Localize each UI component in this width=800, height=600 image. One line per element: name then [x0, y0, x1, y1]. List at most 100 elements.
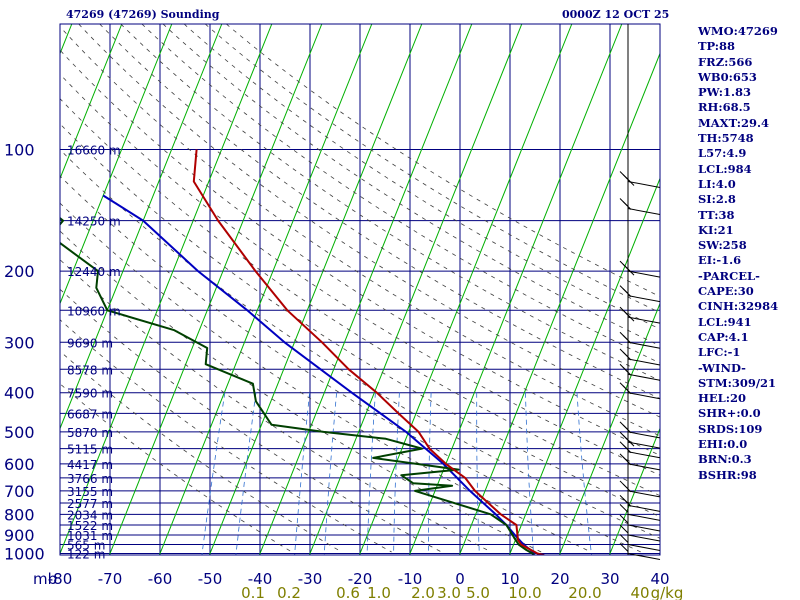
temperature-tick-label: -60	[148, 570, 173, 588]
index-item: MAXT:29.4	[698, 115, 769, 130]
wind-barb	[619, 306, 661, 324]
height-label: 8578 m	[67, 363, 113, 377]
index-item: SHR+:0.0	[698, 406, 761, 421]
mixing-ratio-line	[201, 392, 226, 555]
dry-adiabat	[60, 73, 660, 476]
index-item: FRZ:566	[698, 54, 753, 69]
height-label: 7590 m	[67, 387, 113, 401]
isotherm-line	[60, 24, 273, 555]
plot-border	[59, 23, 661, 556]
mixing-ratio-line	[576, 392, 592, 555]
pressure-tick-label: 700	[4, 482, 35, 501]
isotherm-line	[0, 24, 22, 555]
index-item: BSHR:98	[698, 467, 757, 482]
mixing-ratio-line	[366, 392, 376, 555]
pressure-tick-label: 100	[4, 141, 35, 160]
mixing-ratio-label: 0.6	[336, 584, 360, 600]
mixing-ratio-line	[294, 392, 310, 555]
dry-adiabat	[60, 288, 442, 553]
height-label: 12440 m	[67, 265, 121, 279]
height-label: 16660 m	[67, 144, 121, 158]
index-item: TP:88	[698, 39, 736, 54]
dry-adiabat	[99, 24, 660, 400]
pressure-tick-label: 600	[4, 455, 35, 474]
dry-adiabat	[60, 175, 642, 553]
height-label: 5870 m	[67, 426, 113, 440]
dry-adiabat	[78, 24, 660, 418]
isotherm-line	[158, 24, 373, 555]
mixing-ratio-label: 3.0	[437, 584, 461, 600]
temperature-tick-label: 30	[600, 570, 619, 588]
temperature-tick-label: -50	[198, 570, 223, 588]
height-label: 3155 m	[67, 485, 113, 499]
pressure-tick-label: 1000	[4, 545, 45, 564]
dry-adiabat	[60, 383, 293, 553]
dry-adiabat	[60, 202, 592, 553]
isotherm-line	[308, 24, 523, 555]
mixing-ratio-line	[393, 392, 400, 555]
temperature-tick-label: 0	[455, 570, 465, 588]
index-item: LCL:941	[698, 314, 752, 329]
mixing-ratio-label: 20.0	[568, 584, 601, 600]
index-item: PW:1.83	[698, 85, 752, 100]
index-item: RH:68.5	[698, 100, 751, 115]
index-item: LFC:-1	[698, 345, 741, 360]
dry-adiabat	[60, 319, 392, 553]
temperature-tick-label: -10	[398, 570, 423, 588]
wind-barb	[619, 480, 661, 498]
dry-adiabat	[60, 98, 660, 497]
temperature-tick-label: 40	[650, 570, 669, 588]
mixing-ratio-label: 10.0	[508, 584, 541, 600]
mixing-ratio-line	[428, 392, 432, 555]
wind-barb	[619, 524, 661, 542]
mixing-ratio-label: 0.2	[277, 584, 301, 600]
temperature-tick-label: -20	[348, 570, 373, 588]
height-label: 1031 m	[67, 529, 113, 543]
index-item: EI:-1.6	[698, 253, 742, 268]
temperature-tick-label: -70	[98, 570, 123, 588]
sounding-time: 0000Z 12 OCT 25	[562, 8, 670, 21]
mixing-ratio-line	[323, 392, 337, 555]
isotherm-line	[608, 427, 660, 555]
index-item: LI:4.0	[698, 176, 736, 191]
pressure-tick-label: 900	[4, 526, 35, 545]
temperature-tick-label: -40	[248, 570, 273, 588]
dry-adiabat	[226, 24, 660, 298]
height-label: 14250 m	[67, 215, 121, 229]
mixing-ratio-label: 1.0	[367, 584, 391, 600]
pressure-tick-label: 200	[4, 262, 35, 281]
isotherm-line	[60, 24, 73, 55]
height-label: 6687 m	[67, 407, 113, 421]
isotherm-line	[258, 24, 473, 555]
temperature-curve	[192, 149, 545, 555]
wind-barb	[619, 534, 661, 551]
index-item: STM:309/21	[698, 375, 777, 390]
wind-barb	[619, 543, 661, 560]
height-label: 4417 m	[67, 458, 113, 472]
height-label: 122 m	[67, 548, 105, 562]
dry-adiabat	[60, 123, 660, 518]
temperature-tick-label: -30	[298, 570, 323, 588]
y-axis-label: mb	[33, 570, 57, 588]
index-item: -WIND-	[698, 360, 746, 375]
mixing-ratio-line	[235, 392, 257, 555]
index-item: L57:4.9	[698, 146, 747, 161]
wind-barb	[619, 421, 661, 439]
height-label: 1522 m	[67, 519, 113, 533]
station-title: 47269 (47269) Sounding	[66, 8, 220, 21]
pressure-tick-label: 500	[4, 423, 35, 442]
wind-barb	[619, 514, 661, 532]
plot-area	[0, 24, 660, 555]
wind-barb	[619, 198, 661, 216]
mixing-ratio-label: 5.0	[466, 584, 490, 600]
wind-barb	[619, 441, 661, 459]
index-item: HEL:20	[698, 391, 746, 406]
wind-barb	[619, 260, 661, 278]
isotherm-line	[60, 24, 173, 305]
mixing-ratio-line	[525, 392, 535, 555]
temperature-tick-label: 10	[500, 570, 519, 588]
index-item: LCL:984	[698, 161, 752, 176]
dry-adiabat	[60, 230, 542, 553]
height-label: 9690 m	[67, 336, 113, 350]
dewpoint-curve	[60, 216, 535, 555]
